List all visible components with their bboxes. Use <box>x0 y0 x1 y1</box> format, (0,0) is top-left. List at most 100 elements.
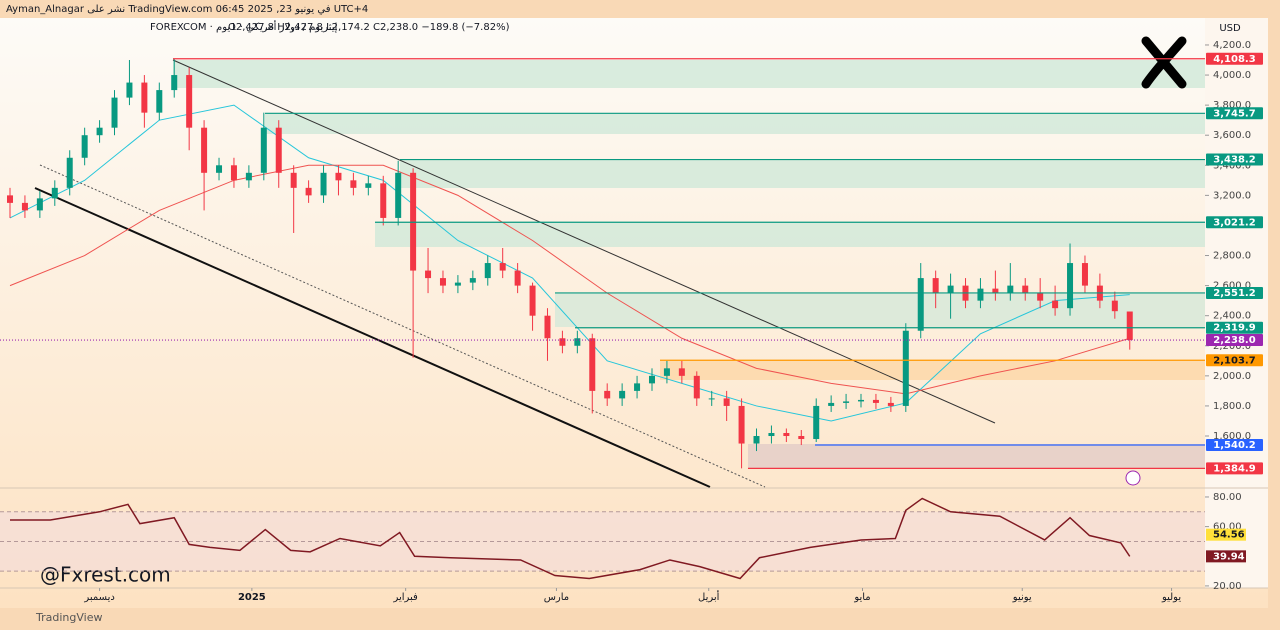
candle-body <box>1022 285 1029 294</box>
candle-body <box>96 127 103 136</box>
candle-body <box>186 75 193 128</box>
candle-body <box>156 90 163 113</box>
candle-body <box>380 183 387 218</box>
candle-body <box>708 398 715 400</box>
rsi-tick-label: 20.00 <box>1213 581 1242 592</box>
trend-line <box>39 164 766 488</box>
x-tick-label: يوليو <box>1161 592 1181 603</box>
candle-body <box>216 165 223 173</box>
level-label-box <box>1206 354 1263 367</box>
zone <box>400 160 1205 188</box>
footer-brand: TradingView <box>35 611 102 624</box>
candle-body <box>260 127 267 173</box>
currency: USD <box>1219 23 1241 34</box>
x-tick-label: مارس <box>544 592 569 603</box>
level-label-box <box>1206 462 1263 475</box>
candle-body <box>947 285 954 294</box>
candle-body <box>7 195 14 203</box>
zone <box>375 222 1205 247</box>
candle-body <box>1081 263 1088 286</box>
rsi-marker-box <box>1206 528 1246 541</box>
level-label-box <box>1206 334 1263 347</box>
rsi-tick-label: 60.00 <box>1213 522 1242 533</box>
level-label: 2,551.2 <box>1213 288 1255 299</box>
level-label: 2,238.0 <box>1213 335 1255 346</box>
candle-body <box>469 278 476 283</box>
level-label-box <box>1206 107 1263 120</box>
y-tick-label: 4,000.0 <box>1213 70 1251 81</box>
candle-body <box>514 270 521 286</box>
zone <box>748 444 1205 468</box>
y-tick-label: 1,600.0 <box>1213 431 1251 442</box>
zone <box>660 360 1205 380</box>
published-info: Ayman_Alnagar نشر على TradingView.com في… <box>6 4 368 15</box>
level-label: 2,319.9 <box>1213 323 1255 334</box>
y-tick-label: 4,200.0 <box>1213 40 1251 51</box>
level-label-box <box>1206 439 1263 452</box>
candle-body <box>917 278 924 331</box>
candle-body <box>499 263 506 271</box>
symbol: إيثريوم / دولار أمريكي · 1يوم · FOREXCOM <box>150 20 338 33</box>
candle-body <box>1007 285 1014 294</box>
candle-body <box>1111 300 1118 312</box>
candle-body <box>36 198 43 211</box>
y-tick-label: 3,400.0 <box>1213 160 1251 171</box>
level-label-box <box>1206 153 1263 166</box>
y-tick-label: 3,800.0 <box>1213 100 1251 111</box>
candle-body <box>1052 300 1059 309</box>
zone <box>173 60 1205 88</box>
level-label: 3,021.2 <box>1213 217 1255 228</box>
candle-body <box>245 172 252 181</box>
candle-body <box>932 278 939 294</box>
candle-body <box>559 338 566 346</box>
candle-body <box>753 436 760 444</box>
event-icon[interactable] <box>1125 470 1141 486</box>
moving-average <box>9 164 1130 395</box>
level-label: 2,103.7 <box>1213 355 1255 366</box>
y-tick-label: 2,800.0 <box>1213 251 1251 262</box>
candle-body <box>798 436 805 440</box>
candle-body <box>439 278 446 286</box>
candle-body <box>275 127 282 173</box>
candle-body <box>902 330 909 406</box>
level-label-box <box>1206 286 1263 299</box>
candle-body <box>111 97 118 128</box>
level-label: 4,108.3 <box>1213 54 1255 65</box>
zone <box>265 113 1205 134</box>
x-tick-label: أبريل <box>698 590 720 603</box>
candle-body <box>589 338 596 391</box>
candle-body <box>813 405 820 440</box>
candle-body <box>872 399 879 403</box>
candle-body <box>977 288 984 301</box>
candle-body <box>290 172 297 188</box>
level-label-box <box>1206 52 1263 65</box>
candle-body <box>230 165 237 181</box>
candle-body <box>171 75 178 91</box>
candle-body <box>678 368 685 376</box>
moving-average <box>9 104 1130 422</box>
ohlc: O2,427.8 H2,427.8 L2,174.2 C2,238.0 −189… <box>228 22 510 33</box>
candle-body <box>365 183 372 188</box>
level-label-box <box>1206 321 1263 334</box>
candle-body <box>648 375 655 384</box>
candle-body <box>484 263 491 279</box>
candle-body <box>81 135 88 158</box>
x-tick-label: ديسمبر <box>83 592 114 603</box>
level-label: 1,384.9 <box>1213 463 1255 474</box>
level-label: 3,438.2 <box>1213 155 1255 166</box>
candle-body <box>51 187 58 199</box>
candle-body <box>529 285 536 316</box>
candle-body <box>320 172 327 196</box>
x-tick-label: فبراير <box>392 592 418 603</box>
candle-body <box>201 127 208 173</box>
watermark: @Fxrest.com <box>40 563 171 587</box>
trend-line <box>34 187 711 488</box>
candle-body <box>858 399 865 402</box>
candle-body <box>544 315 551 339</box>
y-tick-label: 2,200.0 <box>1213 341 1251 352</box>
candle-body <box>783 433 790 437</box>
candle-body <box>843 401 850 403</box>
rsi-line <box>10 497 1131 580</box>
candle-body <box>723 398 730 406</box>
level-label: 1,540.2 <box>1213 440 1255 451</box>
